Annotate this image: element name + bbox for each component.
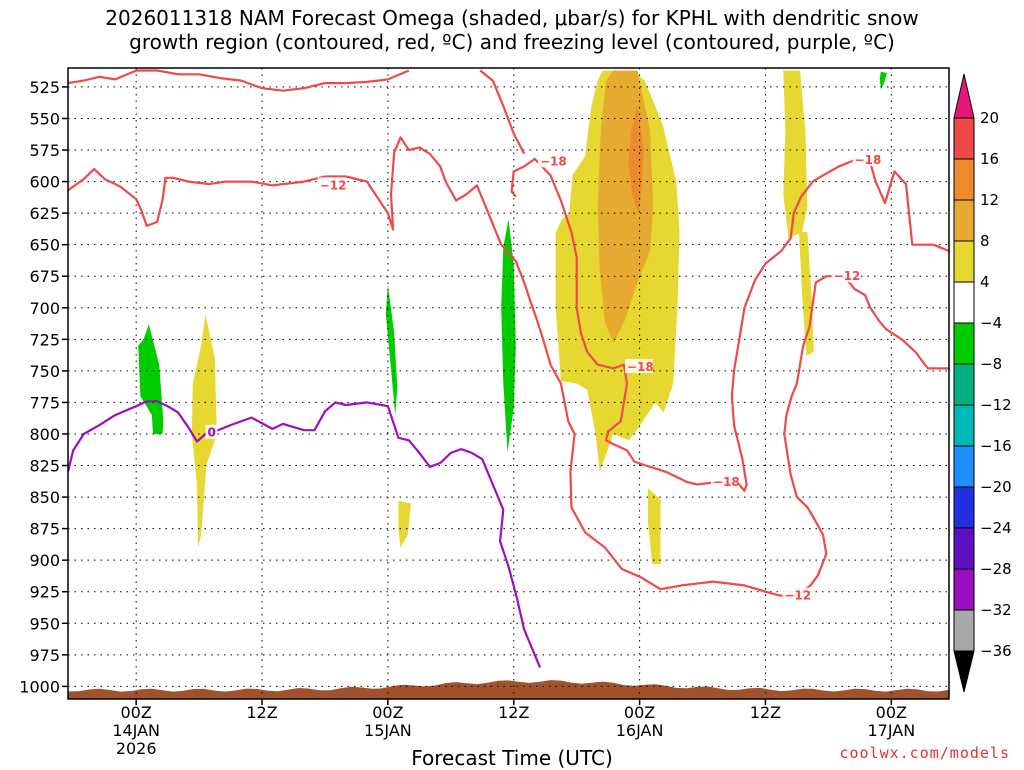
x-tick-label: 12Z [498,703,529,722]
colorbar-label: −4 [980,314,1002,332]
y-tick-label: 975 [29,646,60,665]
yellow-shade-west [191,314,217,548]
colorbar-label: −28 [980,560,1012,578]
terrain-layer [68,680,949,699]
colorbar-bin [953,404,975,447]
y-tick-label: 950 [29,614,60,633]
x-tick-label: 12Z [246,703,277,722]
colorbar-bin [953,527,975,570]
colorbar-bin [953,199,975,242]
x-axis-title: Forecast Time (UTC) [411,746,613,770]
y-tick-label: 900 [29,551,60,570]
x-tick-label: 00Z [876,703,907,722]
colorbar-label: −24 [980,519,1012,537]
chart-title-line1: 2026011318 NAM Forecast Omega (shaded, μ… [105,6,919,30]
colorbar-label: −16 [980,437,1012,455]
green-shade-3 [501,219,516,452]
contour-label: −12 [834,269,861,283]
freezing-level [68,400,542,668]
colorbar-bin [953,322,975,365]
colorbar-top-arrow [953,73,975,119]
green-shade-2 [385,285,398,416]
y-tick-label: 725 [29,330,60,349]
colorbar-label: −32 [980,601,1012,619]
colorbar-bin [953,158,975,201]
omega-shading-layer [138,70,888,564]
x-tick-date-label: 16JAN [616,721,664,740]
contour-label: −12 [320,178,347,192]
x-tick-date-label: 2026 [116,739,157,758]
colorbar-bin [953,568,975,611]
contour-label: −18 [627,360,654,374]
colorbar-label: 4 [980,273,990,291]
contour-label: −18 [540,154,567,168]
contour-12-mid [68,136,949,597]
y-tick-label: 825 [29,457,60,476]
y-tick-label: 525 [29,78,60,97]
colorbar-label: −12 [980,396,1012,414]
colorbar: 20 16 12 8 4 −4 −8 −12 −16 −20 −24 −28 −32 −36 [953,73,1012,693]
colorbar-bin [953,281,975,324]
yellow-shade-small-2 [648,488,661,564]
yellow-shade-small-1 [398,500,411,548]
green-shade-4 [879,71,888,90]
chart-title: 2026011318 NAM Forecast Omega (shaded, μ… [0,6,1024,54]
y-tick-label: 850 [29,488,60,507]
x-tick-date-label: 15JAN [364,721,412,740]
contour-12-top [68,69,410,92]
y-tick-label: 650 [29,236,60,255]
colorbar-bin [953,609,975,652]
y-tick-label: 600 [29,173,60,192]
y-tick-label: 775 [29,393,60,412]
y-tick-label: 875 [29,520,60,539]
y-tick-label: 800 [29,425,60,444]
y-tick-label: 750 [29,362,60,381]
colorbar-label: −20 [980,478,1012,496]
colorbar-label: 16 [980,150,999,168]
contour-labels: −12 −12 −12 −18 −18 −18 −18 0 [205,152,882,603]
x-tick-date-label: 14JAN [112,721,160,740]
chart-title-line2: growth region (contoured, red, ºC) and f… [129,30,895,54]
plot-frame [67,67,950,700]
y-tick-label: 1000 [19,677,60,696]
colorbar-label: 20 [980,109,999,127]
y-tick-label: 625 [29,204,60,223]
green-shade-1 [138,324,164,434]
credit-text: coolwx.com/models [839,744,1010,762]
colorbar-label: 8 [980,232,990,250]
y-tick-label: 675 [29,267,60,286]
y-axis: 525 550 575 600 625 650 675 700 725 750 775 800 825 8… [19,78,68,696]
y-tick-label: 700 [29,299,60,318]
contour-12-upper [479,69,526,155]
y-tick-label: 575 [29,141,60,160]
x-tick-label: 00Z [624,703,655,722]
colorbar-bin [953,445,975,488]
colorbar-bin [953,363,975,406]
terrain-surface [68,680,949,699]
colorbar-bin [953,240,975,283]
colorbar-label: −36 [980,642,1012,660]
colorbar-label: −8 [980,355,1002,373]
contour-label: −18 [713,475,740,489]
x-tick-date-label: 17JAN [867,721,915,740]
colorbar-bin [953,486,975,529]
contour-label: 0 [207,426,215,440]
contour-label: −12 [784,589,811,603]
colorbar-bin [953,117,975,160]
contour-label: −18 [855,153,882,167]
x-tick-label: 00Z [121,703,152,722]
x-tick-label: 00Z [372,703,403,722]
colorbar-bottom-arrow [953,650,975,693]
y-tick-label: 550 [29,109,60,128]
colorbar-label: 12 [980,191,999,209]
y-tick-label: 925 [29,583,60,602]
x-tick-label: 12Z [750,703,781,722]
